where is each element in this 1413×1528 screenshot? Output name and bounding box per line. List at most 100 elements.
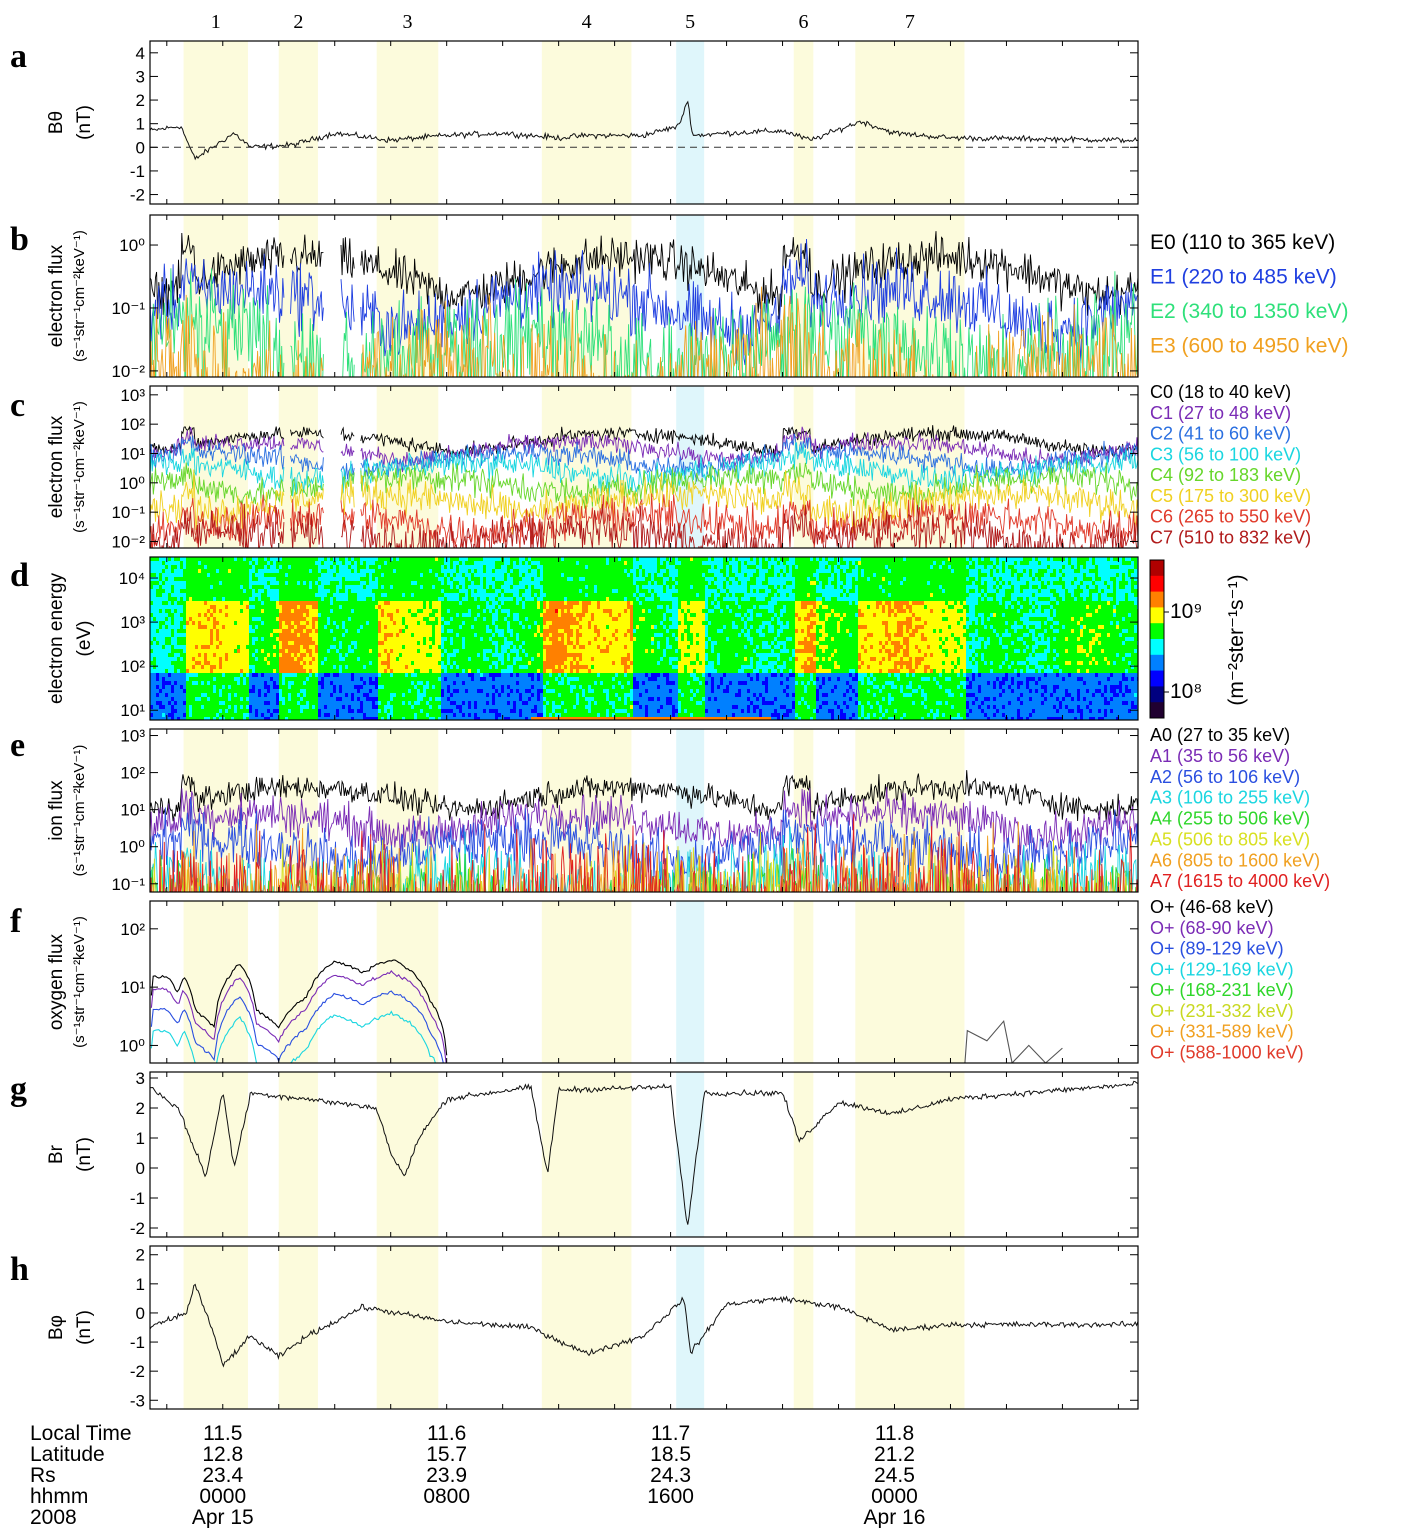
series-line — [150, 493, 1138, 548]
interval-shade-1 — [183, 1246, 248, 1409]
colorbar-segment — [1150, 575, 1164, 593]
legend-entry: O+ (46-68 keV) — [1150, 897, 1274, 917]
legend-entry: C0 (18 to 40 keV) — [1150, 382, 1291, 402]
interval-shade-3 — [376, 729, 439, 892]
y-tick-label: 10¹ — [120, 701, 145, 720]
y-axis-unit: (nT) — [74, 1137, 95, 1172]
interval-number: 2 — [293, 11, 303, 33]
series-line — [150, 831, 1133, 892]
legend-entry: A0 (27 to 35 keV) — [1150, 725, 1290, 745]
panel-letter-b: b — [10, 221, 29, 258]
colorbar: 10⁹ 10⁸ (m⁻²ster⁻¹s⁻¹) — [1149, 559, 1248, 719]
y-tick-label: -1 — [130, 162, 145, 181]
series-line — [150, 1080, 1138, 1225]
panel-h-frame — [149, 1245, 1139, 1410]
panel-g: 3 2 1 0 -1 -2 g Br (nT) — [10, 1069, 1139, 1238]
series-line — [150, 1283, 1138, 1368]
interval-shade-4 — [541, 41, 632, 204]
legend-entry: O+ (331-589 keV) — [1150, 1022, 1294, 1042]
legend-entry: O+ (588-1000 keV) — [1150, 1042, 1304, 1062]
panel-b-frame — [149, 214, 1139, 378]
y-tick-label: -2 — [130, 186, 145, 205]
series-line — [150, 1010, 436, 1063]
series-line — [150, 268, 1138, 377]
panel-c-frame — [149, 385, 1139, 549]
y-tick-label: -2 — [130, 1362, 145, 1381]
panel-a-data — [150, 100, 1138, 161]
y-tick-label: 10¹ — [120, 444, 145, 463]
y-tick-label: 0 — [136, 138, 145, 157]
y-tick-label: 4 — [136, 44, 145, 63]
legend-entry: O+ (168-231 keV) — [1150, 980, 1294, 1000]
colorbar-segment — [1150, 623, 1164, 640]
panel-b: 10⁰ 10⁻¹ 10⁻² b electron flux (s⁻¹str⁻¹cm⁻²ke… — [10, 214, 1348, 381]
interval-shade-6 — [793, 901, 814, 1063]
panel-d-data — [150, 557, 1138, 720]
y-tick-label: 10⁴ — [119, 569, 145, 588]
panel-d-frame — [149, 556, 1139, 721]
legend-entry: C1 (27 to 48 keV) — [1150, 403, 1291, 423]
y-axis-label: electron flux — [46, 415, 67, 518]
colorbar-segment — [1150, 560, 1164, 577]
colorbar-tick: 10⁸ — [1170, 680, 1202, 703]
y-tick-label: 0 — [136, 1159, 145, 1178]
series-line — [152, 821, 1128, 892]
colorbar-segment — [1150, 702, 1164, 719]
interval-shade-4 — [541, 1246, 632, 1409]
panel-e-data — [150, 770, 1138, 892]
legend-entry: O+ (89-129 keV) — [1150, 939, 1284, 959]
interval-shade-5 — [676, 1072, 705, 1237]
y-tick-label: 2 — [136, 1099, 145, 1118]
footer-row-label: Rs — [30, 1464, 56, 1487]
panel-a-frame — [149, 40, 1139, 205]
y-tick-label: -3 — [130, 1391, 145, 1410]
y-axis-label: ion flux — [46, 780, 67, 841]
legend-entry: C4 (92 to 183 keV) — [1150, 465, 1301, 485]
interval-shade-5 — [676, 1246, 705, 1409]
interval-shade-6 — [793, 1072, 814, 1237]
interval-shade-1 — [183, 1072, 248, 1237]
panel-e-frame — [149, 728, 1139, 893]
y-tick-label: 1 — [136, 115, 145, 134]
y-tick-label: 10² — [120, 415, 145, 434]
legend-entry: A1 (35 to 56 keV) — [1150, 746, 1290, 766]
legend-entry: E2 (340 to 1350 keV) — [1150, 300, 1348, 323]
series-line — [150, 970, 447, 1063]
footer-value: 18.5 — [650, 1443, 691, 1466]
y-tick-label: 3 — [136, 1069, 145, 1088]
panel-h: 2 1 0 -1 -2 -3 h Bφ (nT) — [10, 1245, 1139, 1410]
footer-value: 24.3 — [650, 1464, 691, 1487]
y-tick-label: 10¹ — [120, 978, 145, 997]
y-tick-label: 2 — [136, 1246, 145, 1265]
y-axis-unit: (s⁻¹str⁻¹cm⁻²keV⁻¹) — [71, 230, 88, 362]
y-axis-label: electron flux — [46, 244, 67, 347]
footer-value: 11.6 — [427, 1422, 466, 1445]
legend-entry: O+ (68-90 keV) — [1150, 918, 1274, 938]
panel-letter-a: a — [10, 38, 27, 75]
y-axis-label: electron energy — [46, 573, 67, 704]
y-tick-label: 10⁻¹ — [111, 875, 145, 894]
y-axis-unit: (eV) — [74, 621, 95, 657]
legend-entry: A3 (106 to 255 keV) — [1150, 788, 1310, 808]
interval-shade-1 — [183, 386, 248, 548]
y-tick-label: 10³ — [120, 727, 145, 746]
y-axis-unit: (s⁻¹str⁻¹cm⁻²keV⁻¹) — [71, 916, 88, 1048]
panel-c-data — [150, 425, 1138, 548]
footer-value: 15.7 — [426, 1443, 467, 1466]
interval-shade-7 — [855, 901, 965, 1063]
footer-value: 24.5 — [874, 1464, 915, 1487]
colorbar-segment — [1150, 670, 1164, 687]
panel-d: 10⁴ 10³ 10² 10¹ d electron energy (eV) — [10, 556, 1139, 721]
y-tick-label: 2 — [136, 91, 145, 110]
footer-value: 11.8 — [875, 1422, 914, 1445]
series-line — [150, 433, 1138, 482]
legend-entry: O+ (129-169 keV) — [1150, 959, 1294, 979]
y-tick-label: 10¹ — [120, 801, 145, 820]
series-line — [150, 238, 1138, 366]
interval-shade-7 — [855, 1246, 965, 1409]
y-tick-label: 10⁻¹ — [111, 299, 145, 318]
footer-row-label: Local Time — [30, 1422, 132, 1445]
y-tick-label: 1 — [136, 1129, 145, 1148]
